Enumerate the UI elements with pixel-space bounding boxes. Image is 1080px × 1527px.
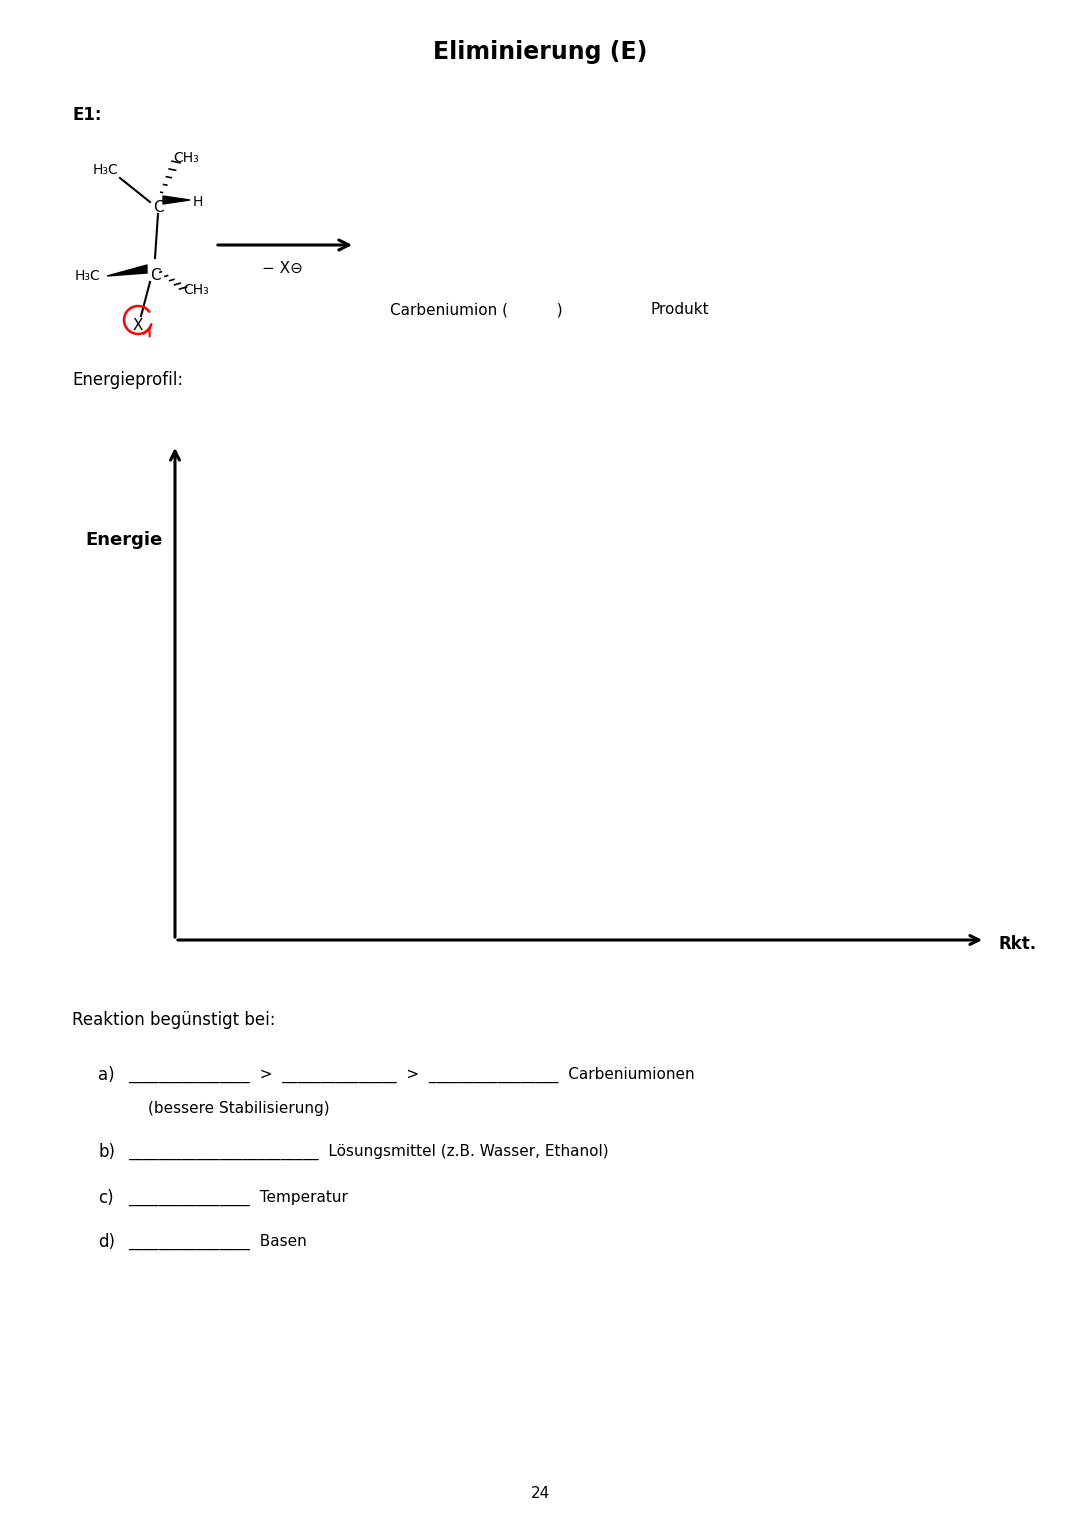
Text: _________________________  Lösungsmittel (z.B. Wasser, Ethanol): _________________________ Lösungsmittel … <box>129 1144 609 1161</box>
Text: CH₃: CH₃ <box>173 151 199 165</box>
Text: Energieprofil:: Energieprofil: <box>72 371 184 389</box>
Text: c): c) <box>98 1190 113 1206</box>
Text: Rkt.: Rkt. <box>998 935 1036 953</box>
Text: Produkt: Produkt <box>650 302 708 318</box>
Text: CH₃: CH₃ <box>183 282 208 296</box>
Text: 24: 24 <box>530 1486 550 1501</box>
Text: Carbeniumion (          ): Carbeniumion ( ) <box>390 302 563 318</box>
Text: ________________  Basen: ________________ Basen <box>129 1234 307 1251</box>
Text: Reaktion begünstigt bei:: Reaktion begünstigt bei: <box>72 1011 275 1029</box>
Text: H: H <box>193 195 203 209</box>
Polygon shape <box>107 266 147 276</box>
Text: d): d) <box>98 1232 114 1251</box>
Text: C: C <box>152 200 163 215</box>
Text: − X⊖: − X⊖ <box>261 261 302 275</box>
Polygon shape <box>163 195 190 205</box>
Text: (bessere Stabilisierung): (bessere Stabilisierung) <box>148 1101 329 1116</box>
Text: ________________  Temperatur: ________________ Temperatur <box>129 1190 348 1206</box>
Text: a): a) <box>98 1066 114 1084</box>
Text: ________________  >  _______________  >  _________________  Carbeniumionen: ________________ > _______________ > ___… <box>129 1067 694 1083</box>
Text: E1:: E1: <box>72 105 102 124</box>
Text: X: X <box>133 318 144 333</box>
Text: Eliminierung (E): Eliminierung (E) <box>433 40 647 64</box>
Text: C: C <box>150 269 160 284</box>
Text: b): b) <box>98 1144 114 1161</box>
Text: H₃C: H₃C <box>92 163 118 177</box>
Text: H₃C: H₃C <box>75 269 100 282</box>
Text: Energie: Energie <box>85 531 163 550</box>
